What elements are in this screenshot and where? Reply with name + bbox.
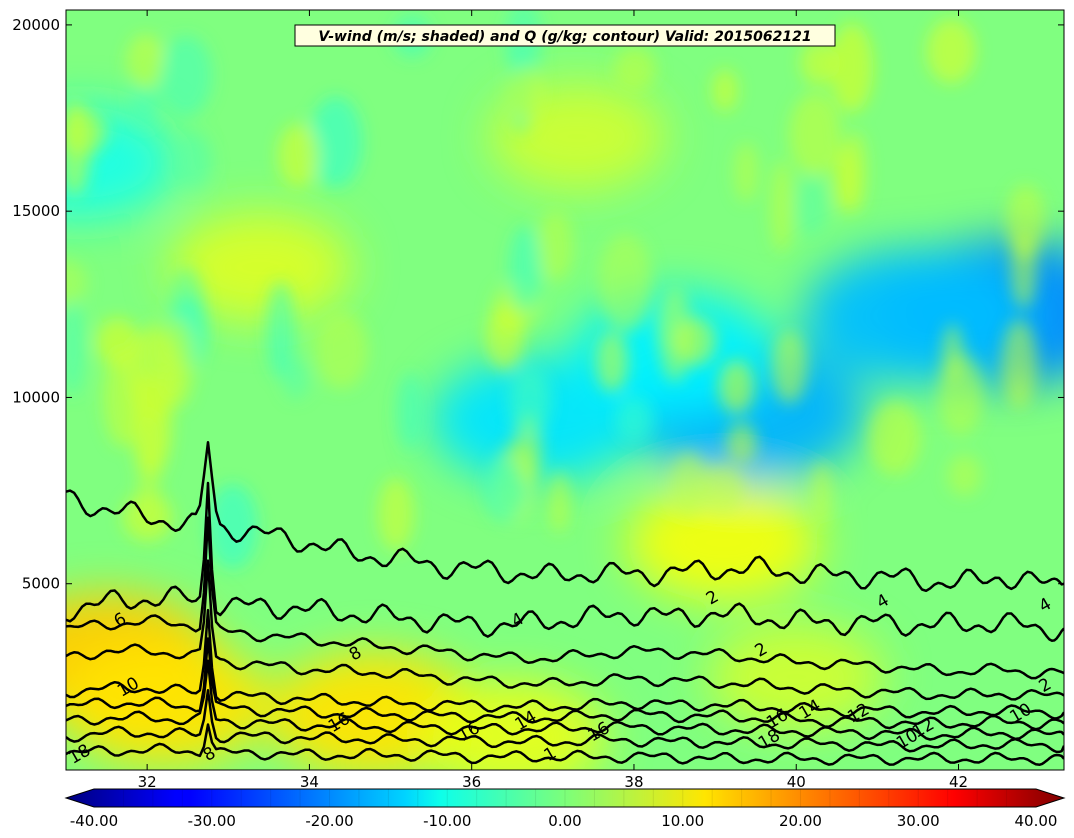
shade-texture: [670, 451, 708, 517]
colorbar-tick-label: 0.00: [548, 812, 581, 830]
colorbar-tick-label: 10.00: [661, 812, 704, 830]
x-tick-label: 42: [949, 773, 968, 791]
contour-line-18: [66, 723, 1064, 766]
shaded-texture-layer: [66, 10, 1046, 569]
shade-texture: [595, 331, 629, 393]
shade-texture: [615, 396, 654, 443]
shade-texture: [711, 69, 739, 112]
shade-texture: [507, 65, 544, 120]
colorbar-tick-label: 40.00: [1015, 812, 1058, 830]
shade-texture: [377, 477, 415, 551]
chart-title: V-wind (m/s; shaded) and Q (g/kg; contou…: [318, 29, 811, 45]
title-background: [294, 24, 836, 47]
shade-texture: [796, 175, 828, 237]
shade-texture: [173, 133, 213, 190]
shade-texture: [314, 311, 369, 390]
shade-texture: [947, 454, 982, 497]
colorbar-tick-label: -40.00: [70, 812, 118, 830]
colorbar-gradient: [64, 788, 1066, 808]
y-axis: 5000 10000 15000 20000: [12, 16, 1064, 593]
shade-texture: [800, 40, 837, 86]
shade-texture: [547, 470, 571, 533]
y-tick-label: 20000: [12, 16, 60, 34]
shade-texture: [868, 401, 921, 476]
contour-layer: [66, 440, 1064, 766]
contour-line-6: [66, 516, 1064, 680]
shade-texture: [789, 92, 842, 176]
colorbar: -40.00 -30.00 -20.00 -10.00 0.00 10.00 20.00 30…: [64, 788, 1066, 830]
shade-texture: [674, 317, 716, 366]
contour-line-8: [66, 559, 1064, 701]
shade-texture: [142, 320, 168, 381]
y-tick-label: 5000: [22, 575, 60, 593]
shade-texture: [830, 22, 874, 113]
shade-texture: [162, 318, 195, 408]
x-tick-label: 34: [300, 773, 319, 791]
contour-line-10: [66, 608, 1064, 720]
shade-texture: [926, 18, 976, 84]
chart-title-box: V-wind (m/s; shaded) and Q (g/kg; contou…: [294, 24, 836, 47]
colorbar-tick-label: -10.00: [423, 812, 471, 830]
shade-texture: [613, 46, 657, 91]
shade-texture: [483, 458, 528, 522]
plot-frame: [65, 9, 1065, 771]
shade-texture: [725, 422, 758, 464]
shade-texture: [66, 259, 88, 306]
x-tick-label: 36: [462, 773, 481, 791]
contour-line-12: [66, 637, 1064, 731]
shade-texture: [598, 233, 653, 332]
x-tick-label: 38: [624, 773, 643, 791]
shade-texture: [66, 109, 107, 155]
contour-line-2: [66, 440, 1064, 593]
shade-texture: [103, 350, 143, 447]
shade-texture: [508, 225, 542, 311]
shade-feature: [169, 211, 352, 323]
x-axis: 32 34 36 38 40 42: [138, 10, 968, 791]
shade-feature: [708, 622, 885, 731]
colorbar-tick-label: -30.00: [188, 812, 236, 830]
shade-texture: [265, 281, 296, 379]
shade-texture: [811, 460, 832, 528]
shade-texture: [282, 358, 309, 399]
shade-texture: [941, 324, 964, 386]
shade-texture: [537, 210, 574, 281]
colorbar-segments: [122, 789, 1008, 807]
colorbar-tick-label: 20.00: [779, 812, 822, 830]
shade-texture: [1001, 319, 1038, 410]
colorbar-tick-label: 30.00: [897, 812, 940, 830]
shade-texture: [207, 483, 259, 569]
shade-texture: [485, 305, 525, 371]
contour-line-14: [66, 659, 1064, 741]
shade-texture: [127, 34, 164, 90]
shade-texture: [508, 368, 552, 435]
shade-texture: [396, 372, 425, 451]
shade-texture: [770, 159, 793, 253]
shade-texture: [718, 359, 755, 414]
shade-texture: [66, 297, 85, 397]
x-tick-label: 40: [787, 773, 806, 791]
shade-texture: [309, 96, 363, 189]
shaded-field-layer: [66, 82, 1064, 770]
colorbar-tick-label: -20.00: [305, 812, 353, 830]
contour-line-4: [66, 481, 1064, 642]
contour-line-16: [66, 688, 1064, 754]
shade-texture: [771, 330, 808, 404]
y-tick-label: 10000: [12, 388, 60, 406]
shade-texture: [734, 142, 759, 202]
x-tick-label: 32: [138, 773, 157, 791]
shade-texture: [700, 464, 745, 515]
shade-texture: [159, 35, 213, 117]
shade-feature: [802, 247, 1033, 383]
shade-texture: [277, 123, 320, 188]
shade-texture: [832, 145, 857, 213]
y-tick-label: 15000: [12, 202, 60, 220]
shade-texture: [1005, 184, 1046, 259]
colorbar-labels: -40.00 -30.00 -20.00 -10.00 0.00 10.00 20.00 30…: [70, 812, 1058, 830]
